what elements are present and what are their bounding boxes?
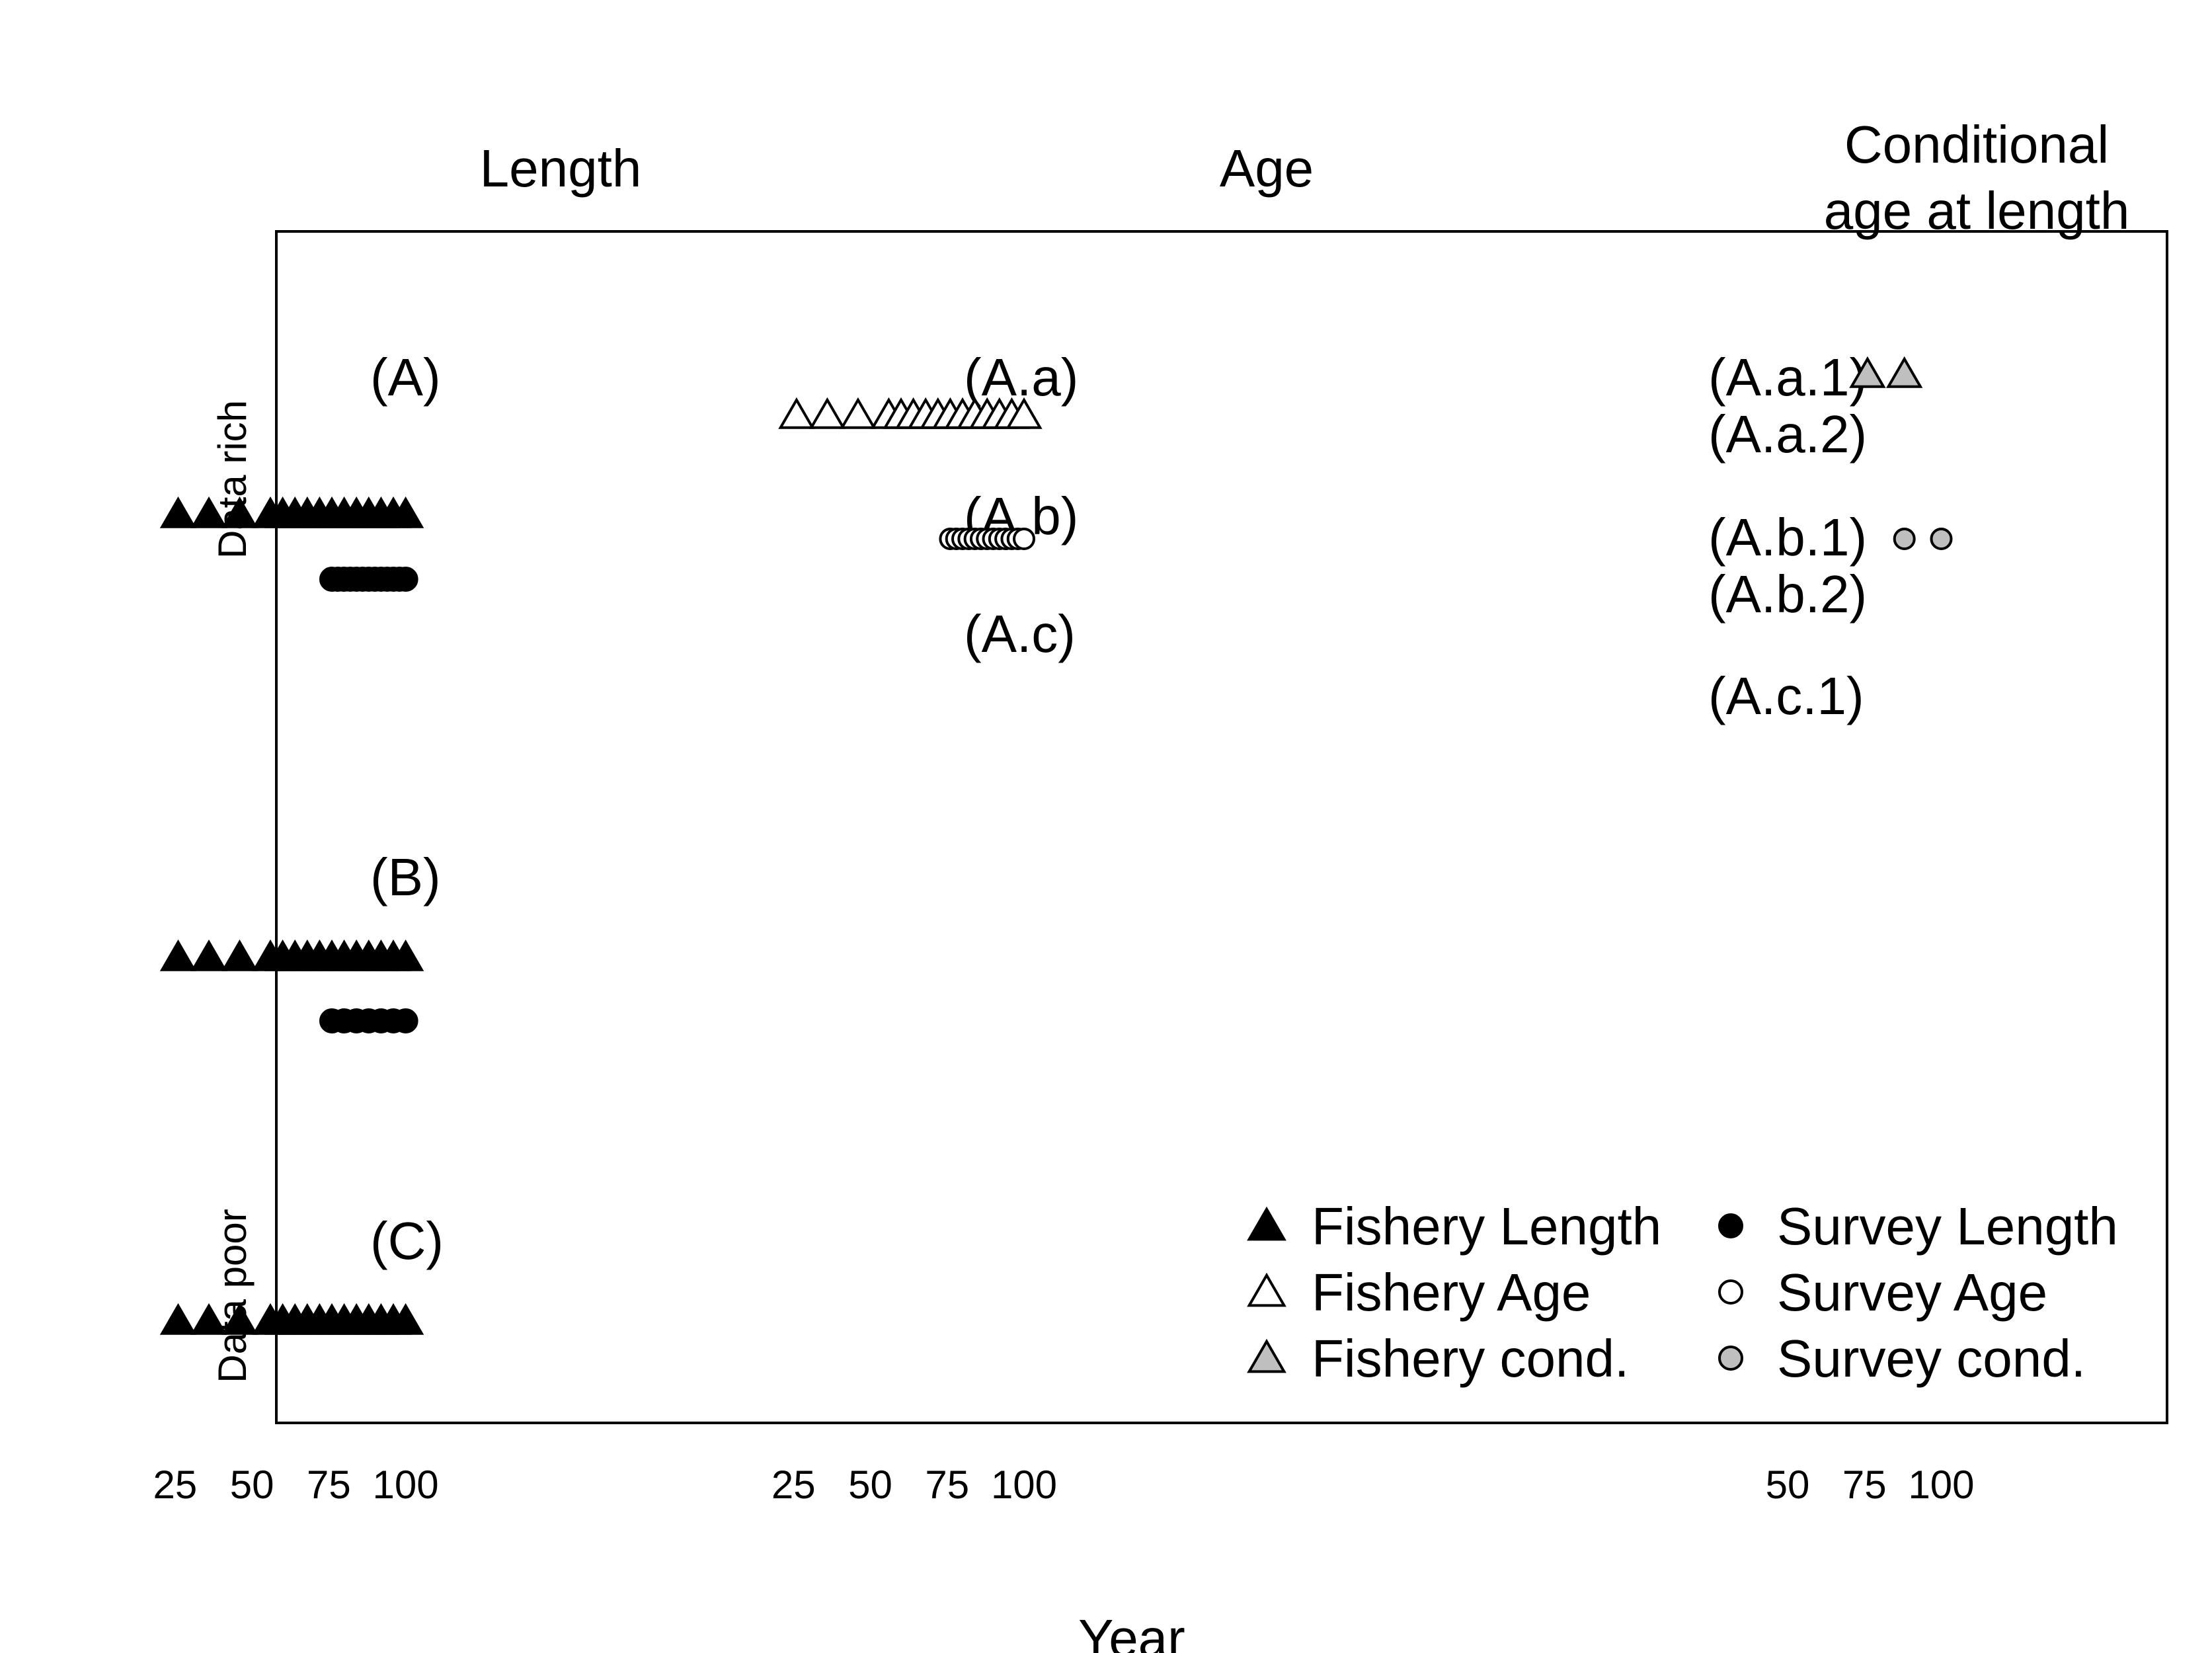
x-tick-label: 50 (230, 1463, 274, 1507)
triangle-marker (387, 939, 424, 971)
triangle-marker (1886, 356, 1923, 388)
legend-triangle-marker (1247, 1338, 1286, 1373)
column-header: Conditional age at length (1824, 115, 2130, 240)
triangle-marker (159, 939, 197, 971)
legend-label: Survey Length (1777, 1197, 2118, 1256)
data-markers (159, 356, 1953, 1335)
x-tick-label: 75 (1842, 1463, 1887, 1507)
triangle-marker (190, 496, 227, 528)
triangle-marker (221, 1303, 258, 1335)
legend-label: Survey cond. (1777, 1329, 2086, 1388)
triangle-marker (159, 496, 197, 528)
legend: Fishery Length Fishery Age Fishery cond. Su… (1247, 1197, 2118, 1388)
x-tick-label: 25 (153, 1463, 197, 1507)
circle-marker (1013, 528, 1035, 550)
circle-marker (1930, 528, 1953, 550)
triangle-marker (387, 496, 424, 528)
scenario-label: (C) (370, 1211, 444, 1270)
scenario-label: (A) (370, 348, 441, 407)
legend-circle-marker (1718, 1346, 1743, 1371)
triangle-marker (809, 397, 846, 429)
x-tick-label: 50 (848, 1463, 892, 1507)
triangle-marker (221, 939, 258, 971)
legend-label: Fishery cond. (1312, 1329, 1629, 1388)
side-labels: Data rich Data poor (210, 400, 255, 1383)
scenario-label: (A.a) (964, 348, 1078, 407)
circle-marker (393, 567, 418, 592)
circle-marker (393, 1008, 418, 1033)
scenario-labels: (A)(B)(C)(A.a)(A.b)(A.c)(A.a.1)(A.a.2)(A… (370, 348, 1867, 1270)
triangle-marker (190, 939, 227, 971)
x-tick-label: 25 (771, 1463, 816, 1507)
scenario-label: (A.a.1) (1708, 348, 1867, 407)
column-header: Length (480, 139, 642, 198)
x-tick-label: 75 (925, 1463, 969, 1507)
x-tick-label: 100 (991, 1463, 1057, 1507)
x-tick-label: 100 (373, 1463, 439, 1507)
legend-label: Survey Age (1777, 1263, 2047, 1322)
triangle-marker (1006, 397, 1043, 429)
legend-triangle-marker (1247, 1206, 1286, 1241)
x-axis-label: Year (1078, 1609, 1185, 1653)
x-tick-label: 75 (307, 1463, 351, 1507)
scenario-label: (A.c) (964, 604, 1076, 663)
x-axis-ticks: 25 50 75 100 25 50 75 100 50 75 100 (153, 1463, 1974, 1507)
scenario-label: (A.b.2) (1708, 565, 1867, 624)
side-label-data-poor: Data poor (210, 1209, 255, 1383)
triangle-marker (778, 397, 815, 429)
legend-circle-marker (1718, 1213, 1743, 1238)
scenario-label: (A.b.1) (1708, 508, 1867, 567)
triangle-marker (159, 1303, 197, 1335)
column-header: Age (1220, 139, 1314, 198)
column-headers: Length Age Conditional age at length (480, 115, 2130, 240)
triangle-marker (387, 1303, 424, 1335)
legend-label: Fishery Length (1312, 1197, 1661, 1256)
scenario-label: (B) (370, 848, 441, 907)
triangle-marker (190, 1303, 227, 1335)
x-tick-label: 100 (1908, 1463, 1974, 1507)
scenario-label: (A.a.2) (1708, 405, 1867, 464)
legend-label: Fishery Age (1312, 1263, 1591, 1322)
triangle-marker (840, 397, 877, 429)
triangle-marker (1849, 356, 1886, 388)
side-label-data-rich: Data rich (210, 400, 255, 559)
x-tick-label: 50 (1766, 1463, 1810, 1507)
scenario-label: (A.c.1) (1708, 666, 1864, 725)
legend-circle-marker (1718, 1279, 1743, 1305)
legend-triangle-marker (1247, 1272, 1286, 1307)
triangle-marker (221, 496, 258, 528)
circle-marker (1893, 528, 1916, 550)
plot-frame (275, 230, 2168, 1424)
